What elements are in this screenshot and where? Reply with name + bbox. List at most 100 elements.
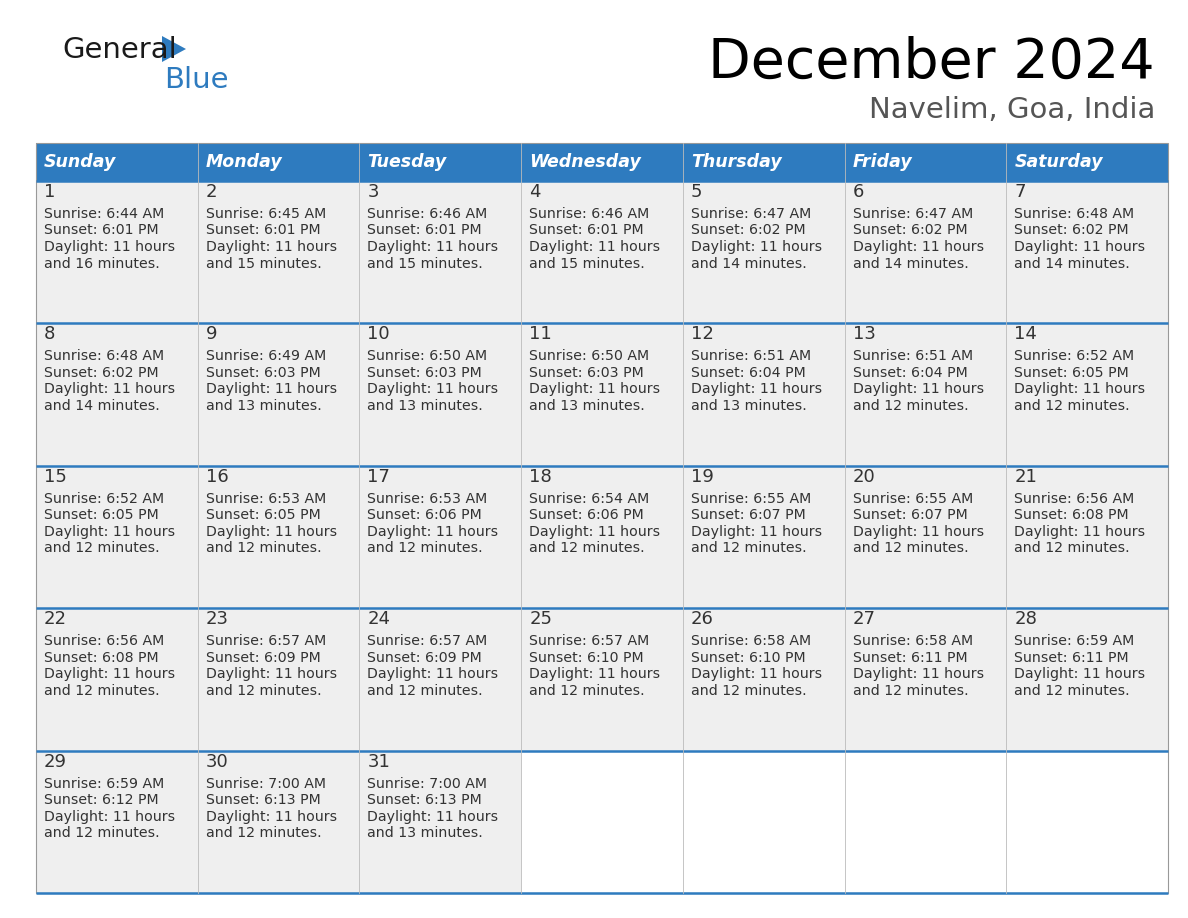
Text: and 13 minutes.: and 13 minutes.: [367, 399, 484, 413]
Text: Sunrise: 6:50 AM: Sunrise: 6:50 AM: [367, 350, 487, 364]
Text: 7: 7: [1015, 183, 1025, 201]
Text: Daylight: 11 hours: Daylight: 11 hours: [691, 525, 822, 539]
Text: Saturday: Saturday: [1015, 153, 1102, 171]
Text: Sunset: 6:08 PM: Sunset: 6:08 PM: [1015, 509, 1129, 522]
Text: Tuesday: Tuesday: [367, 153, 447, 171]
Text: Sunrise: 6:48 AM: Sunrise: 6:48 AM: [44, 350, 164, 364]
Text: 22: 22: [44, 610, 67, 628]
Text: and 12 minutes.: and 12 minutes.: [367, 684, 484, 698]
Text: and 12 minutes.: and 12 minutes.: [206, 826, 321, 840]
Text: Sunset: 6:03 PM: Sunset: 6:03 PM: [367, 366, 482, 380]
Bar: [36, 143, 1168, 893]
Bar: [1006, 751, 1168, 893]
Text: Sunday: Sunday: [44, 153, 116, 171]
Text: Sunset: 6:02 PM: Sunset: 6:02 PM: [44, 366, 159, 380]
Text: Daylight: 11 hours: Daylight: 11 hours: [206, 525, 337, 539]
Text: and 14 minutes.: and 14 minutes.: [853, 256, 968, 271]
Text: 8: 8: [44, 325, 56, 343]
Text: Daylight: 11 hours: Daylight: 11 hours: [529, 383, 661, 397]
Text: 20: 20: [853, 468, 876, 486]
Text: 6: 6: [853, 183, 864, 201]
Text: Sunset: 6:13 PM: Sunset: 6:13 PM: [367, 793, 482, 807]
Text: Sunset: 6:02 PM: Sunset: 6:02 PM: [691, 223, 805, 238]
Text: 3: 3: [367, 183, 379, 201]
Text: Daylight: 11 hours: Daylight: 11 hours: [853, 383, 984, 397]
Text: and 12 minutes.: and 12 minutes.: [853, 684, 968, 698]
Text: 28: 28: [1015, 610, 1037, 628]
Text: Sunset: 6:03 PM: Sunset: 6:03 PM: [206, 366, 321, 380]
Text: Daylight: 11 hours: Daylight: 11 hours: [206, 810, 337, 823]
Text: Sunset: 6:02 PM: Sunset: 6:02 PM: [1015, 223, 1129, 238]
Text: and 13 minutes.: and 13 minutes.: [529, 399, 645, 413]
Text: Daylight: 11 hours: Daylight: 11 hours: [529, 240, 661, 254]
Text: 24: 24: [367, 610, 391, 628]
Text: Sunset: 6:02 PM: Sunset: 6:02 PM: [853, 223, 967, 238]
Bar: [36, 181, 1168, 323]
Text: Sunset: 6:06 PM: Sunset: 6:06 PM: [367, 509, 482, 522]
Text: Sunrise: 6:59 AM: Sunrise: 6:59 AM: [1015, 634, 1135, 648]
Text: 31: 31: [367, 753, 391, 770]
Text: Sunrise: 6:55 AM: Sunrise: 6:55 AM: [691, 492, 811, 506]
Text: Sunset: 6:05 PM: Sunset: 6:05 PM: [44, 509, 159, 522]
Text: and 15 minutes.: and 15 minutes.: [529, 256, 645, 271]
Text: 10: 10: [367, 325, 390, 343]
Text: Sunrise: 6:46 AM: Sunrise: 6:46 AM: [367, 207, 488, 221]
Text: Daylight: 11 hours: Daylight: 11 hours: [367, 240, 499, 254]
Text: 1: 1: [44, 183, 56, 201]
Text: Sunrise: 7:00 AM: Sunrise: 7:00 AM: [367, 777, 487, 790]
Text: Daylight: 11 hours: Daylight: 11 hours: [1015, 383, 1145, 397]
Text: 18: 18: [529, 468, 552, 486]
Text: Daylight: 11 hours: Daylight: 11 hours: [691, 240, 822, 254]
Text: and 12 minutes.: and 12 minutes.: [691, 542, 807, 555]
Text: Sunrise: 6:47 AM: Sunrise: 6:47 AM: [691, 207, 811, 221]
Text: Sunset: 6:11 PM: Sunset: 6:11 PM: [1015, 651, 1129, 665]
Text: Thursday: Thursday: [691, 153, 782, 171]
Text: and 14 minutes.: and 14 minutes.: [1015, 256, 1130, 271]
Text: Sunset: 6:05 PM: Sunset: 6:05 PM: [206, 509, 321, 522]
Text: and 12 minutes.: and 12 minutes.: [44, 542, 159, 555]
Text: Daylight: 11 hours: Daylight: 11 hours: [206, 667, 337, 681]
Text: Daylight: 11 hours: Daylight: 11 hours: [1015, 525, 1145, 539]
Text: Daylight: 11 hours: Daylight: 11 hours: [853, 240, 984, 254]
Text: Sunrise: 6:57 AM: Sunrise: 6:57 AM: [367, 634, 488, 648]
Text: Sunrise: 7:00 AM: Sunrise: 7:00 AM: [206, 777, 326, 790]
Text: Sunrise: 6:59 AM: Sunrise: 6:59 AM: [44, 777, 164, 790]
Text: Wednesday: Wednesday: [529, 153, 642, 171]
Text: and 13 minutes.: and 13 minutes.: [206, 399, 322, 413]
Text: 26: 26: [691, 610, 714, 628]
Text: Sunset: 6:06 PM: Sunset: 6:06 PM: [529, 509, 644, 522]
Text: Sunset: 6:11 PM: Sunset: 6:11 PM: [853, 651, 967, 665]
Text: Blue: Blue: [164, 66, 228, 94]
Bar: [36, 143, 1168, 181]
Text: Navelim, Goa, India: Navelim, Goa, India: [868, 96, 1155, 124]
Text: Sunrise: 6:54 AM: Sunrise: 6:54 AM: [529, 492, 650, 506]
Text: Sunset: 6:04 PM: Sunset: 6:04 PM: [853, 366, 967, 380]
Text: 19: 19: [691, 468, 714, 486]
Text: December 2024: December 2024: [708, 36, 1155, 90]
Text: Monday: Monday: [206, 153, 283, 171]
Text: 11: 11: [529, 325, 552, 343]
Text: Daylight: 11 hours: Daylight: 11 hours: [691, 667, 822, 681]
Text: and 13 minutes.: and 13 minutes.: [691, 399, 807, 413]
Text: and 12 minutes.: and 12 minutes.: [1015, 399, 1130, 413]
Text: Daylight: 11 hours: Daylight: 11 hours: [1015, 667, 1145, 681]
Text: 30: 30: [206, 753, 228, 770]
Text: Daylight: 11 hours: Daylight: 11 hours: [44, 810, 175, 823]
Text: Sunrise: 6:57 AM: Sunrise: 6:57 AM: [529, 634, 650, 648]
Text: and 14 minutes.: and 14 minutes.: [691, 256, 807, 271]
Text: 29: 29: [44, 753, 67, 770]
Text: Sunset: 6:07 PM: Sunset: 6:07 PM: [853, 509, 967, 522]
Text: Sunset: 6:10 PM: Sunset: 6:10 PM: [529, 651, 644, 665]
Text: 12: 12: [691, 325, 714, 343]
Bar: [36, 751, 1168, 893]
Text: Sunrise: 6:46 AM: Sunrise: 6:46 AM: [529, 207, 650, 221]
Text: and 15 minutes.: and 15 minutes.: [206, 256, 322, 271]
Text: Sunset: 6:12 PM: Sunset: 6:12 PM: [44, 793, 159, 807]
Text: General: General: [62, 36, 177, 64]
Text: 23: 23: [206, 610, 229, 628]
Text: and 12 minutes.: and 12 minutes.: [44, 826, 159, 840]
Text: Sunset: 6:01 PM: Sunset: 6:01 PM: [44, 223, 159, 238]
Text: Sunset: 6:09 PM: Sunset: 6:09 PM: [367, 651, 482, 665]
Text: Sunset: 6:01 PM: Sunset: 6:01 PM: [367, 223, 482, 238]
Text: Sunrise: 6:56 AM: Sunrise: 6:56 AM: [44, 634, 164, 648]
